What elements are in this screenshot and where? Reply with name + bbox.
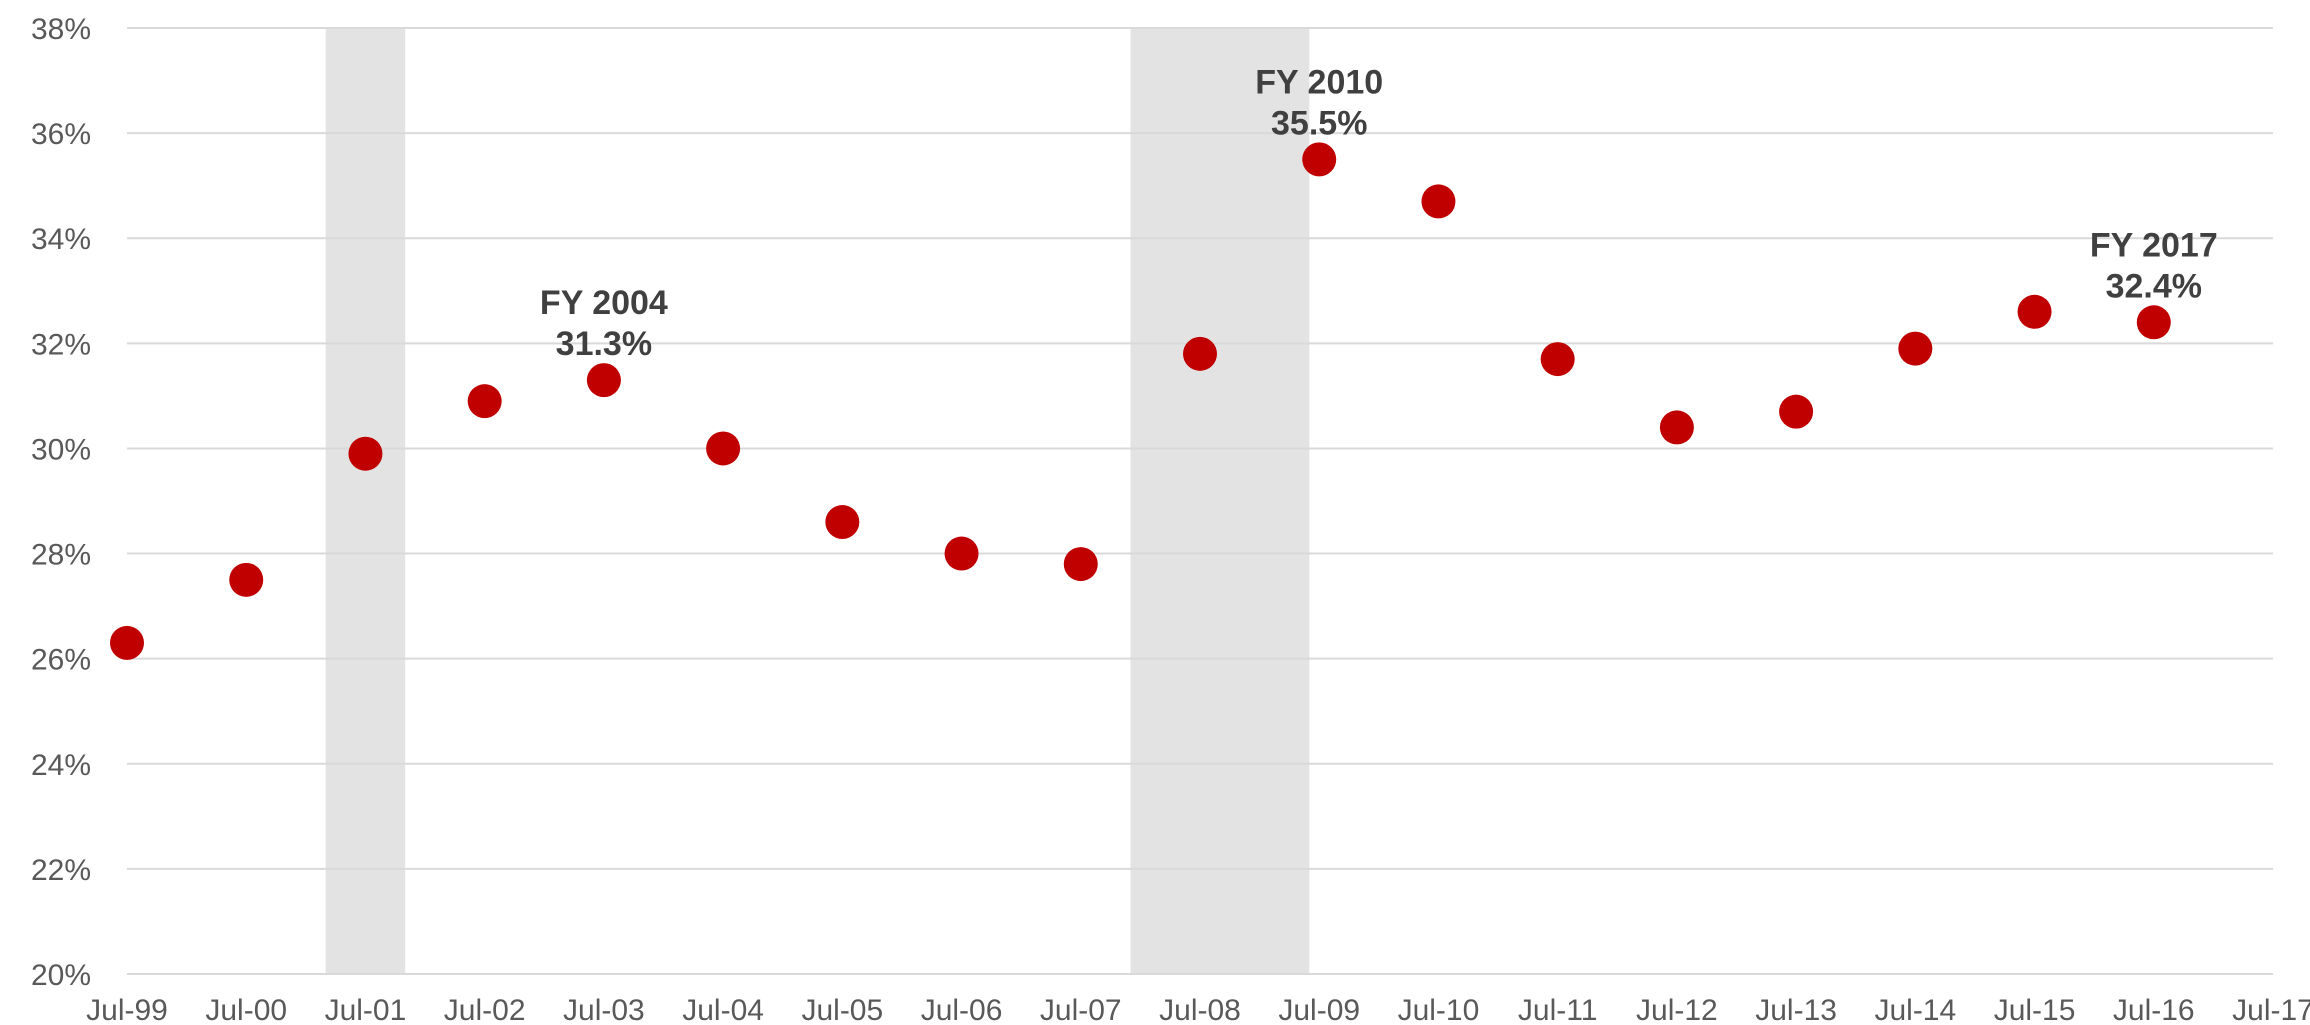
data-point: [1779, 394, 1814, 429]
x-tick-label: Jul-07: [1040, 994, 1122, 1025]
x-tick-label: Jul-14: [1874, 994, 1956, 1025]
data-point: [229, 562, 264, 597]
x-tick-label: Jul-08: [1159, 994, 1241, 1025]
annotation-value: 31.3%: [556, 325, 652, 363]
data-point: [1659, 410, 1694, 445]
x-tick-label: Jul-04: [682, 994, 764, 1025]
gridlines: [127, 27, 2273, 975]
data-points: [110, 142, 2171, 660]
x-tick-label: Jul-99: [86, 994, 168, 1025]
y-tick-label: 26%: [31, 644, 91, 677]
data-point: [1540, 342, 1575, 377]
y-axis-tick-labels: 20% 22% 24% 26% 28% 30% 32% 34% 36% 38%: [31, 13, 91, 992]
recession-band-2: [1130, 28, 1310, 974]
y-tick-label: 28%: [31, 539, 91, 572]
x-tick-label: Jul-17: [2232, 994, 2310, 1025]
x-tick-label: Jul-03: [563, 994, 645, 1025]
x-tick-label: Jul-09: [1278, 994, 1360, 1025]
x-tick-label: Jul-00: [205, 994, 287, 1025]
annotation-value: 32.4%: [2106, 267, 2202, 305]
x-tick-label: Jul-06: [921, 994, 1003, 1025]
data-point: [1421, 184, 1456, 219]
x-tick-label: Jul-16: [2113, 994, 2195, 1025]
x-tick-label: Jul-11: [1518, 994, 1597, 1025]
x-axis-tick-labels: Jul-99 Jul-00 Jul-01 Jul-02 Jul-03 Jul-04 Jul-…: [86, 994, 2310, 1025]
y-tick-label: 36%: [31, 118, 91, 151]
x-tick-label: Jul-13: [1755, 994, 1837, 1025]
y-tick-label: 22%: [31, 854, 91, 887]
data-point: [1302, 142, 1337, 177]
annotation-label: FY 2004: [540, 284, 668, 322]
data-point: [348, 436, 383, 471]
y-tick-label: 38%: [31, 13, 91, 46]
data-point: [110, 625, 144, 660]
data-point: [2136, 305, 2171, 340]
annotation-label: FY 2010: [1255, 63, 1383, 101]
x-tick-label: Jul-12: [1636, 994, 1718, 1025]
y-tick-label: 20%: [31, 959, 91, 992]
data-point: [1063, 547, 1098, 582]
x-tick-label: Jul-15: [1994, 994, 2076, 1025]
y-tick-label: 30%: [31, 433, 91, 466]
data-point: [1898, 331, 1933, 366]
recession-band-1: [325, 28, 406, 974]
annotation-label: FY 2017: [2090, 226, 2218, 264]
recession-shading: [325, 28, 1310, 974]
x-tick-label: Jul-10: [1398, 994, 1480, 1025]
data-point: [706, 431, 741, 466]
data-point: [586, 363, 621, 398]
data-point: [1183, 336, 1217, 371]
x-tick-label: Jul-01: [325, 994, 407, 1025]
annotation-value: 35.5%: [1271, 104, 1367, 142]
y-tick-label: 24%: [31, 749, 91, 782]
data-point: [467, 384, 502, 419]
x-tick-label: Jul-02: [444, 994, 526, 1025]
x-tick-label: Jul-05: [801, 994, 883, 1025]
data-point: [2017, 294, 2052, 329]
y-tick-label: 32%: [31, 328, 91, 361]
y-tick-label: 34%: [31, 223, 91, 256]
data-point: [825, 505, 860, 540]
data-point: [944, 536, 979, 571]
